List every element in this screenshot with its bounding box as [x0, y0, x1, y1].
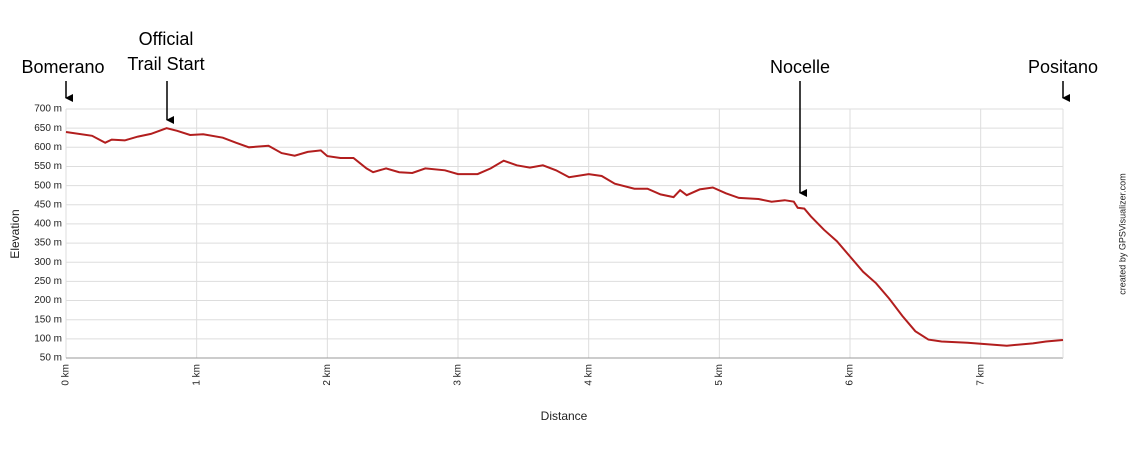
x-tick-label: 1 km	[191, 364, 202, 386]
annotation-text: Nocelle	[770, 57, 830, 77]
y-tick-label: 600 m	[34, 142, 62, 153]
annotation-text: Trail Start	[127, 54, 204, 74]
x-tick-label: 2 km	[322, 364, 333, 386]
annotation-text: Bomerano	[21, 57, 104, 77]
y-tick-label: 300 m	[34, 257, 62, 268]
credit: created by GPSVisualizer.com	[1117, 173, 1127, 294]
x-tick-label: 5 km	[714, 364, 725, 386]
y-tick-label: 550 m	[34, 161, 62, 172]
y-tick-label: 50 m	[40, 353, 62, 364]
elevation-line	[65, 127, 1064, 347]
y-tick-label: 500 m	[34, 180, 62, 191]
y-tick-label: 350 m	[34, 238, 62, 249]
y-tick-label: 450 m	[34, 199, 62, 210]
y-tick-label: 100 m	[34, 333, 62, 344]
x-tick-label: 0 km	[61, 364, 72, 386]
y-tick-label: 650 m	[34, 123, 62, 134]
y-axis-label: Elevation	[8, 209, 22, 258]
annotation-text: Official	[139, 29, 194, 49]
x-tick-label: 7 km	[975, 364, 986, 386]
x-tick-label: 6 km	[845, 364, 856, 386]
y-tick-label: 200 m	[34, 295, 62, 306]
x-axis-label: Distance	[541, 409, 588, 423]
x-tick-label: 3 km	[453, 364, 464, 386]
y-tick-label: 400 m	[34, 219, 62, 230]
y-tick-label: 250 m	[34, 276, 62, 287]
y-tick-label: 700 m	[34, 104, 62, 115]
y-tick-label: 150 m	[34, 314, 62, 325]
x-tick-label: 4 km	[583, 364, 594, 386]
annotation-text: Positano	[1028, 57, 1098, 77]
